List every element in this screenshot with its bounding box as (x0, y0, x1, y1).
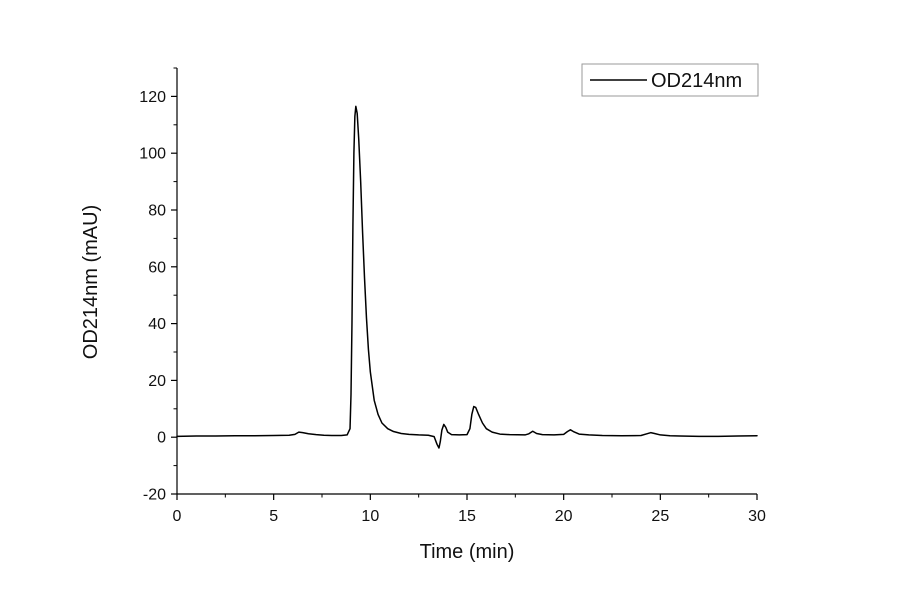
y-tick-label: 120 (139, 89, 166, 106)
y-tick-label: 80 (148, 203, 166, 220)
x-tick-label: 30 (748, 508, 766, 525)
series-layer (176, 105, 758, 449)
x-tick-label: 25 (651, 508, 669, 525)
x-axis-title: Time (min) (420, 541, 515, 563)
y-tick-label: 20 (148, 373, 166, 390)
y-axis: -20 0 20 40 60 80 100 120 (139, 67, 178, 504)
y-axis-title: OD214nm (mAU) (80, 205, 102, 359)
x-tick-label: 10 (361, 508, 379, 525)
y-tick-label: 100 (139, 146, 166, 163)
legend-label-od214nm: OD214nm (651, 70, 742, 92)
x-tick-label: 0 (173, 508, 182, 525)
series-line-0 (176, 105, 758, 449)
x-tick-label: 15 (458, 508, 476, 525)
legend: OD214nm (581, 63, 759, 97)
y-tick-label: -20 (143, 487, 166, 504)
x-tick-label: 20 (555, 508, 573, 525)
y-tick-label: 0 (157, 430, 166, 447)
x-axis: 0 5 10 15 20 25 30 (173, 493, 766, 525)
y-tick-label: 40 (148, 316, 166, 333)
x-tick-label: 5 (269, 508, 278, 525)
y-tick-label: 60 (148, 259, 166, 276)
